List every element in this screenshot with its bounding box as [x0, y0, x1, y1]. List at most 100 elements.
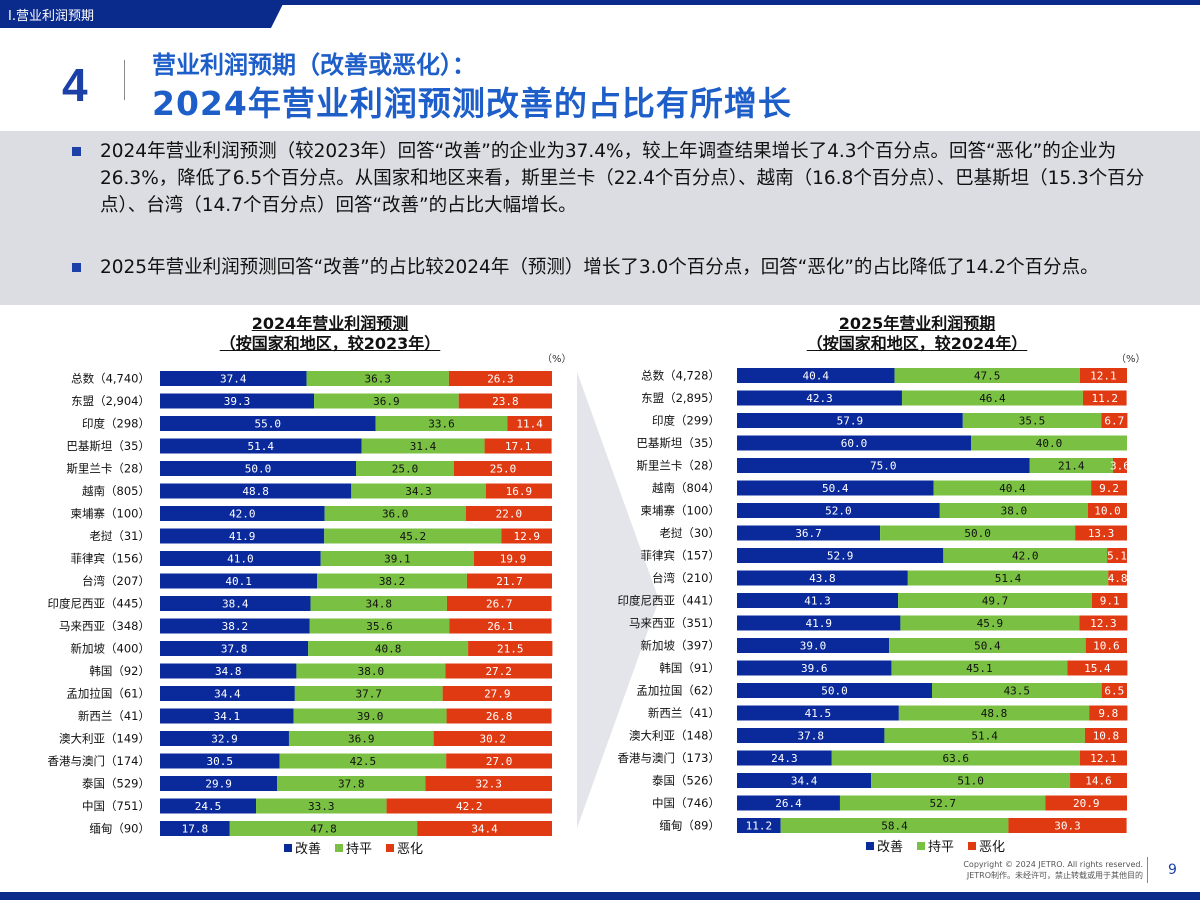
data-label: 75.0 [870, 460, 897, 473]
bar-segment [484, 438, 552, 454]
data-label: 26.1 [487, 620, 514, 633]
bar-segment [933, 480, 1092, 496]
legend-label: 恶化 [397, 842, 424, 857]
data-label: 55.0 [255, 418, 282, 431]
bar-segment [737, 390, 902, 406]
bar-segment [160, 641, 309, 656]
bar-segment [907, 570, 1109, 586]
data-label: 50.4 [974, 640, 1001, 653]
data-label: 50.0 [821, 685, 848, 698]
bar-segment [737, 570, 908, 586]
bar-segment [310, 596, 447, 611]
data-label: 51.4 [971, 730, 998, 743]
data-label: 34.1 [214, 710, 241, 723]
data-label: 51.4 [995, 572, 1022, 585]
data-label: 23.8 [492, 395, 519, 408]
bar-segment [1067, 660, 1128, 676]
bar-segment [485, 483, 552, 499]
data-label: 39.0 [357, 710, 384, 723]
top-band [0, 0, 1200, 5]
data-label: 30.2 [480, 733, 507, 746]
bar-segment [1008, 818, 1127, 833]
bar-segment [160, 821, 230, 836]
bar-segment [465, 506, 552, 521]
bar-segment [737, 660, 892, 676]
legend-item-flat: 持平 [917, 836, 954, 855]
bar-segment [160, 438, 362, 454]
bar-segment [1029, 458, 1113, 473]
bar-segment [375, 416, 508, 431]
data-label: 10.6 [1093, 640, 1120, 653]
category-label: 新加坡（400） [71, 642, 150, 656]
bottom-bar [0, 892, 1200, 900]
chart-2025: 总数（4,728） 40.4 47.5 12.1 东盟（2,895） 42.3 46.4 11… [618, 368, 1130, 833]
data-label: 12.3 [1090, 617, 1117, 630]
bar-segment [356, 461, 454, 476]
legend-label: 持平 [928, 840, 955, 855]
category-label: 马来西亚（351） [629, 616, 720, 630]
copyright-block: Copyright © 2024 JETRO. All rights reser… [963, 859, 1143, 881]
data-label: 17.8 [182, 823, 209, 836]
bar-segment [780, 818, 1009, 833]
bar-segment [939, 503, 1088, 518]
data-label: 52.0 [825, 505, 852, 518]
data-label: 30.5 [207, 755, 234, 768]
data-label: 38.0 [358, 665, 385, 678]
data-label: 36.9 [373, 395, 400, 408]
bar-segment [160, 393, 315, 409]
bullet-text-1: 2024年营业利润预测（较2023年）回答“改善”的企业为37.4%，较上年调查… [100, 141, 1145, 216]
category-label: 东盟（2,904） [71, 394, 150, 408]
page-number: 9 [1168, 862, 1177, 878]
bar-segment [831, 750, 1080, 766]
bar-segment [446, 753, 552, 769]
data-label: 38.2 [379, 575, 406, 588]
data-label: 12.1 [1090, 370, 1117, 383]
bar-segment [449, 618, 552, 634]
data-label: 45.2 [400, 530, 427, 543]
bar-segment [737, 683, 932, 698]
data-label: 42.0 [229, 508, 256, 521]
bar-segment [160, 596, 311, 611]
bar-segment [288, 731, 434, 746]
bar-segment [737, 795, 840, 811]
bar-segment [894, 368, 1080, 383]
legend-item-improve: 改善 [866, 836, 903, 855]
data-label: 31.4 [410, 440, 437, 453]
data-label: 51.4 [247, 440, 274, 453]
data-label: 26.7 [486, 598, 513, 611]
bar-segment [324, 506, 466, 521]
chart-2024: 总数（4,740） 37.4 36.3 26.3 东盟（2,904） 39.3 36.9 23… [48, 371, 553, 836]
category-label: 台湾（207） [82, 574, 150, 588]
category-label: 香港与澳门（173） [618, 751, 720, 765]
data-label: 37.8 [338, 778, 365, 791]
data-label: 12.1 [1090, 752, 1117, 765]
data-label: 36.0 [382, 508, 409, 521]
bar-segment [1112, 458, 1127, 473]
summary-box [0, 131, 1200, 305]
legend-item-worsen: 恶化 [386, 838, 423, 857]
chart-2025-title-line1: 2025年营业利润预期 [838, 314, 996, 333]
bar-segment [160, 371, 307, 386]
data-label: 40.1 [225, 575, 252, 588]
data-label: 49.7 [982, 595, 1009, 608]
data-label: 63.6 [943, 752, 970, 765]
data-label: 38.4 [222, 598, 249, 611]
data-label: 39.3 [224, 395, 251, 408]
data-label: 10.0 [1094, 505, 1121, 518]
category-label: 老挝（30） [659, 526, 720, 540]
bar-segment [737, 458, 1030, 473]
category-label: 越南（805） [82, 484, 150, 498]
category-label: 新西兰（41） [78, 709, 150, 723]
category-label: 泰国（526） [652, 774, 720, 788]
slide-title-line2: 2024年营业利润预测改善的占比有所增长 [152, 84, 792, 123]
category-label: 老挝（31） [89, 529, 150, 543]
legend-item-worsen: 恶化 [968, 836, 1005, 855]
category-label: 菲律宾（157） [641, 549, 720, 563]
bar-segment [1089, 705, 1128, 721]
category-label: 总数（4,740） [71, 372, 150, 386]
data-label: 50.4 [822, 482, 849, 495]
bar-segment [737, 503, 940, 518]
data-label: 4.8 [1108, 572, 1128, 585]
data-label: 30.3 [1054, 820, 1081, 833]
data-label: 9.1 [1100, 595, 1120, 608]
